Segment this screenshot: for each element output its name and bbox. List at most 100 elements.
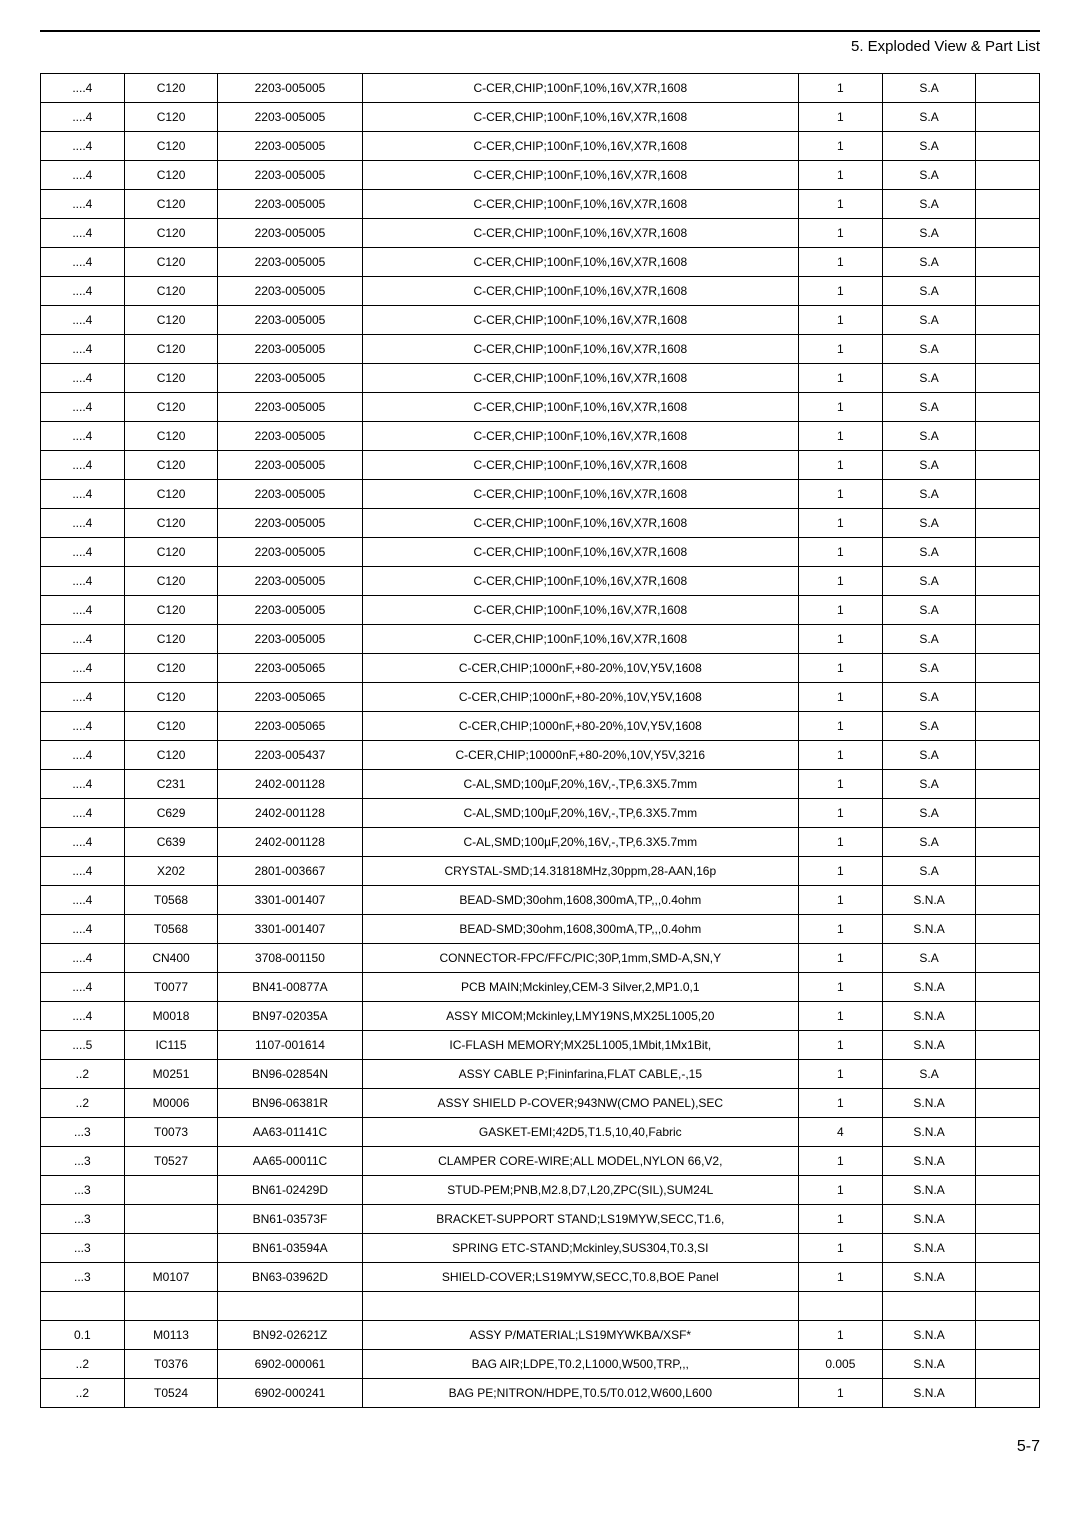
- table-cell: 2203-005065: [218, 683, 362, 712]
- table-cell: C120: [124, 277, 218, 306]
- table-cell: 2203-005005: [218, 335, 362, 364]
- table-row: ....4M0018BN97-02035AASSY MICOM;Mckinley…: [41, 1002, 1040, 1031]
- table-cell: C120: [124, 161, 218, 190]
- table-cell: C120: [124, 683, 218, 712]
- table-cell: 1: [799, 74, 883, 103]
- table-row: ....4C1202203-005005C-CER,CHIP;100nF,10%…: [41, 625, 1040, 654]
- table-cell: C-CER,CHIP;100nF,10%,16V,X7R,1608: [362, 625, 798, 654]
- table-cell: [976, 770, 1040, 799]
- table-cell: C120: [124, 132, 218, 161]
- table-cell: [976, 1263, 1040, 1292]
- table-row: ...3BN61-03594ASPRING ETC-STAND;Mckinley…: [41, 1234, 1040, 1263]
- table-row: ....4C1202203-005437C-CER,CHIP;10000nF,+…: [41, 741, 1040, 770]
- table-cell: S.N.A: [882, 1321, 976, 1350]
- table-cell: [362, 1292, 798, 1321]
- table-cell: S.N.A: [882, 1234, 976, 1263]
- table-cell: C629: [124, 799, 218, 828]
- table-cell: BEAD-SMD;30ohm,1608,300mA,TP,,,0.4ohm: [362, 915, 798, 944]
- table-cell: 2801-003667: [218, 857, 362, 886]
- table-cell: [976, 306, 1040, 335]
- table-cell: T0527: [124, 1147, 218, 1176]
- table-cell: ....4: [41, 799, 125, 828]
- table-cell: C120: [124, 509, 218, 538]
- table-cell: ....4: [41, 190, 125, 219]
- table-row: ....4C1202203-005065C-CER,CHIP;1000nF,+8…: [41, 712, 1040, 741]
- table-cell: [976, 74, 1040, 103]
- table-cell: S.A: [882, 364, 976, 393]
- table-cell: S.A: [882, 712, 976, 741]
- table-cell: C-AL,SMD;100µF,20%,16V,-,TP,6.3X5.7mm: [362, 828, 798, 857]
- table-row: ...3BN61-02429DSTUD-PEM;PNB,M2.8,D7,L20,…: [41, 1176, 1040, 1205]
- table-cell: 1: [799, 712, 883, 741]
- table-cell: ....4: [41, 219, 125, 248]
- table-cell: [976, 1350, 1040, 1379]
- table-cell: 1: [799, 1176, 883, 1205]
- table-cell: C120: [124, 219, 218, 248]
- table-cell: 1: [799, 567, 883, 596]
- table-cell: 1: [799, 132, 883, 161]
- table-cell: 1: [799, 277, 883, 306]
- table-cell: 1: [799, 335, 883, 364]
- table-cell: 1: [799, 857, 883, 886]
- table-cell: [976, 654, 1040, 683]
- table-cell: 6902-000241: [218, 1379, 362, 1408]
- table-cell: S.N.A: [882, 1350, 976, 1379]
- table-cell: T0568: [124, 915, 218, 944]
- table-cell: 2203-005005: [218, 248, 362, 277]
- table-cell: [976, 973, 1040, 1002]
- table-cell: [976, 161, 1040, 190]
- table-cell: 2203-005065: [218, 654, 362, 683]
- table-row: ....4CN4003708-001150CONNECTOR-FPC/FFC/P…: [41, 944, 1040, 973]
- table-cell: C-CER,CHIP;100nF,10%,16V,X7R,1608: [362, 567, 798, 596]
- table-cell: [976, 1292, 1040, 1321]
- table-cell: ..2: [41, 1060, 125, 1089]
- table-cell: C120: [124, 538, 218, 567]
- header-title: 5. Exploded View & Part List: [40, 38, 1040, 55]
- table-cell: 2203-005005: [218, 509, 362, 538]
- table-cell: ....4: [41, 567, 125, 596]
- table-cell: ....4: [41, 944, 125, 973]
- table-cell: 1107-001614: [218, 1031, 362, 1060]
- table-cell: 2203-005005: [218, 451, 362, 480]
- table-cell: BN97-02035A: [218, 1002, 362, 1031]
- table-cell: ...3: [41, 1176, 125, 1205]
- table-cell: ....4: [41, 683, 125, 712]
- table-cell: ....4: [41, 712, 125, 741]
- table-cell: S.A: [882, 683, 976, 712]
- table-cell: [976, 422, 1040, 451]
- table-cell: 1: [799, 1379, 883, 1408]
- table-cell: S.N.A: [882, 1205, 976, 1234]
- table-cell: ASSY SHIELD P-COVER;943NW(CMO PANEL),SEC: [362, 1089, 798, 1118]
- table-cell: 1: [799, 1147, 883, 1176]
- table-cell: 1: [799, 1321, 883, 1350]
- table-cell: C120: [124, 480, 218, 509]
- table-cell: S.A: [882, 190, 976, 219]
- table-cell: C-CER,CHIP;100nF,10%,16V,X7R,1608: [362, 161, 798, 190]
- table-cell: ....4: [41, 248, 125, 277]
- table-cell: 2402-001128: [218, 799, 362, 828]
- table-cell: S.A: [882, 596, 976, 625]
- table-cell: S.N.A: [882, 1089, 976, 1118]
- table-cell: S.A: [882, 422, 976, 451]
- table-cell: ....4: [41, 538, 125, 567]
- table-row: ...3M0107BN63-03962DSHIELD-COVER;LS19MYW…: [41, 1263, 1040, 1292]
- table-row: ..2T05246902-000241BAG PE;NITRON/HDPE,T0…: [41, 1379, 1040, 1408]
- table-cell: C120: [124, 103, 218, 132]
- table-cell: [976, 625, 1040, 654]
- table-cell: 4: [799, 1118, 883, 1147]
- table-cell: C639: [124, 828, 218, 857]
- table-cell: S.A: [882, 741, 976, 770]
- table-cell: 6902-000061: [218, 1350, 362, 1379]
- table-cell: [976, 1147, 1040, 1176]
- table-cell: ...3: [41, 1147, 125, 1176]
- table-cell: 2402-001128: [218, 828, 362, 857]
- table-cell: T0073: [124, 1118, 218, 1147]
- table-cell: SPRING ETC-STAND;Mckinley,SUS304,T0.3,SI: [362, 1234, 798, 1263]
- table-cell: C-CER,CHIP;100nF,10%,16V,X7R,1608: [362, 596, 798, 625]
- table-cell: S.A: [882, 770, 976, 799]
- table-cell: [976, 1234, 1040, 1263]
- table-cell: ....4: [41, 857, 125, 886]
- table-cell: C120: [124, 190, 218, 219]
- table-cell: 1: [799, 1031, 883, 1060]
- table-cell: C-CER,CHIP;100nF,10%,16V,X7R,1608: [362, 248, 798, 277]
